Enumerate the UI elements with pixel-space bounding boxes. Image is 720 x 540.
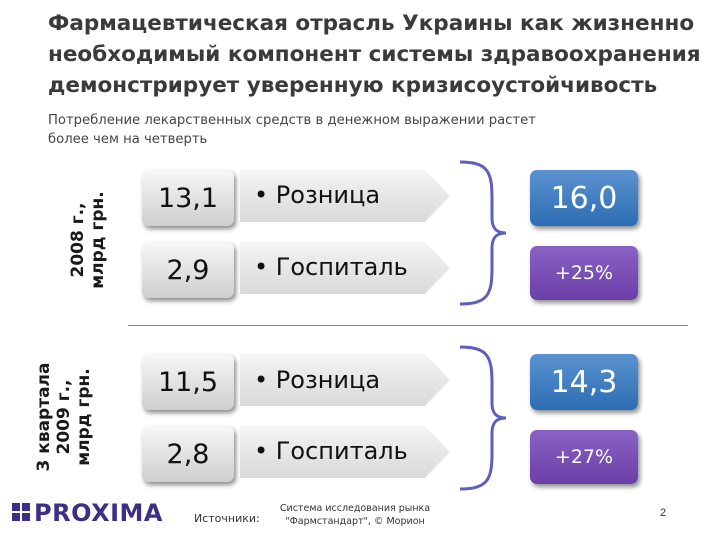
- brace-2008: [459, 160, 507, 306]
- slide-title: Фармацевтическая отрасль Украины как жиз…: [48, 11, 701, 98]
- page-number: 2: [660, 507, 667, 519]
- growth-2008: +25%: [530, 246, 638, 300]
- period-label-line: млрд грн.: [88, 191, 108, 289]
- proxima-logo-icon: [12, 503, 32, 523]
- proxima-logo: PROXIMA: [12, 499, 164, 527]
- value-retail-2009: 11,5: [142, 354, 234, 410]
- label-hospital-2009: • Госпиталь: [254, 437, 408, 465]
- row-arrow-retail-2008: [240, 170, 450, 222]
- brace-2009: [459, 345, 507, 491]
- value-hospital-2008: 2,9: [142, 242, 234, 298]
- label-retail-2008: • Розница: [254, 181, 381, 209]
- logo-text: PROXIMA: [34, 499, 164, 527]
- section-divider: [128, 325, 688, 326]
- label-hospital-2008: • Госпиталь: [254, 253, 408, 281]
- row-arrow-retail-2009: [240, 354, 450, 406]
- value-retail-2008: 13,1: [142, 170, 234, 226]
- row-arrow-hospital-2009: [240, 426, 450, 478]
- period-label-2008: 2008 г., млрд грн.: [68, 170, 112, 310]
- growth-2009: +27%: [530, 430, 638, 484]
- period-label-line: 2009 г.,: [54, 379, 74, 455]
- period-label-line: млрд грн.: [74, 368, 94, 466]
- total-2009: 14,3: [530, 354, 638, 410]
- period-label-2009: 3 квартала 2009 г., млрд грн.: [34, 337, 98, 497]
- value-hospital-2009: 2,8: [142, 426, 234, 482]
- period-label-line: 3 квартала: [34, 362, 54, 472]
- sources-label: Источники:: [194, 512, 260, 525]
- sources-text: Система исследования рынка "Фармстандарт…: [279, 503, 431, 527]
- label-retail-2009: • Розница: [254, 366, 381, 394]
- slide-subtitle: Потребление лекарственных средств в дене…: [48, 113, 536, 147]
- period-label-line: 2008 г.,: [68, 202, 88, 278]
- row-arrow-hospital-2008: [240, 242, 450, 294]
- total-2008: 16,0: [530, 170, 638, 226]
